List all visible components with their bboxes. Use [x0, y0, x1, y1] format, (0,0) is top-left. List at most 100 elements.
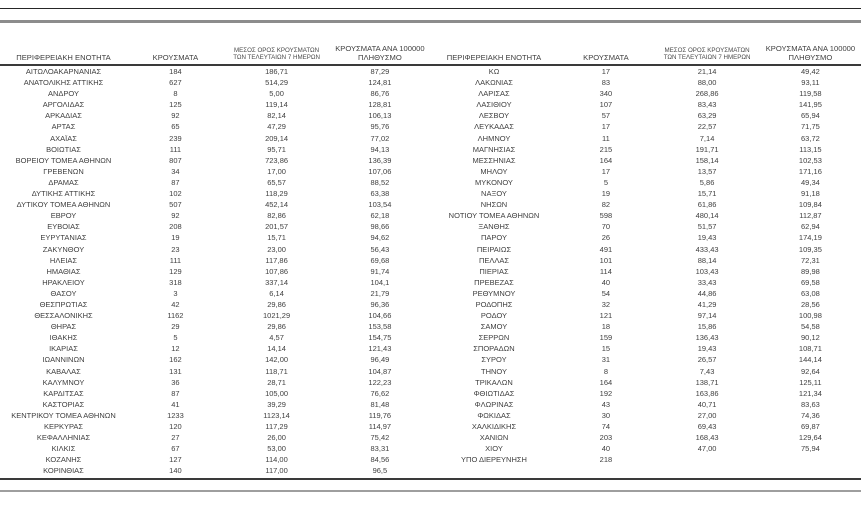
cases-cell: 159 [599, 333, 613, 343]
region-cell: ΚΕΝΤΡΙΚΟΥ ΤΟΜΕΑ ΑΘΗΝΩΝ [11, 410, 116, 420]
table-row: ΠΕΙΡΑΙΩΣ 491 433,43 109,35 [431, 244, 861, 255]
table-row: ΞΑΝΘΗΣ 70 51,57 62,94 [431, 221, 861, 232]
region-cell: ΧΙΟΥ [485, 444, 503, 454]
per100k-cell: 125,11 [799, 377, 822, 387]
avg7-cell: 5,00 [269, 89, 284, 99]
table-row: ΘΗΡΑΣ 29 29,86 153,58 [0, 321, 431, 332]
per100k-cell: 77,02 [370, 133, 390, 143]
region-cell: ΛΕΣΒΟΥ [478, 111, 510, 121]
per100k-cell: 94,13 [370, 144, 390, 154]
region-cell: ΚΕΦΑΛΛΗΝΙΑΣ [36, 433, 91, 443]
per100k-cell: 95,76 [370, 122, 390, 132]
per100k-cell: 63,08 [801, 288, 820, 298]
table-right-half: ΠΕΡΙΦΕΡΕΙΑΚΗ ΕΝΟΤΗΤΑ ΚΡΟΥΣΜΑΤΑ ΜΕΣΟΣ ΟΡΟ… [430, 36, 861, 476]
table-row: ΚΑΒΑΛΑΣ 131 118,71 104,87 [0, 366, 431, 377]
column-header-cases-label: ΚΡΟΥΣΜΑΤΑ [152, 52, 199, 62]
avg7-cell: 168,43 [695, 433, 719, 443]
region-cell: ΛΑΣΙΘΙΟΥ [476, 100, 512, 110]
table-row: ΕΥΡΥΤΑΝΙΑΣ 19 15,71 94,62 [0, 232, 431, 243]
bottom-rule-gray [0, 490, 861, 492]
per100k-cell: 91,74 [370, 266, 390, 276]
cases-cell: 30 [601, 410, 611, 420]
table-row: ΤΡΙΚΑΛΩΝ 164 138,71 125,11 [431, 377, 861, 388]
cases-cell: 19 [601, 189, 611, 199]
cases-cell: 807 [169, 155, 182, 165]
cases-cell: 17 [601, 166, 611, 176]
table-row: ΛΕΣΒΟΥ 57 63,29 65,94 [431, 110, 861, 121]
per100k-cell: 65,94 [801, 111, 820, 121]
cases-cell: 18 [601, 322, 611, 332]
per100k-cell: 109,84 [798, 200, 822, 210]
table-row: ΚΕΡΚΥΡΑΣ 120 117,29 114,97 [0, 421, 431, 432]
cases-cell: 184 [169, 67, 182, 76]
avg7-cell: 136,43 [695, 333, 719, 343]
table-row: ΧΑΛΚΙΔΙΚΗΣ 74 69,43 69,87 [431, 421, 861, 432]
per100k-cell: 119,76 [368, 410, 392, 420]
avg7-cell: 15,71 [697, 189, 717, 199]
avg7-cell: 158,14 [695, 155, 719, 165]
table-row: ΣΑΜΟΥ 18 15,86 54,58 [431, 321, 861, 332]
region-cell: ΙΩΑΝΝΙΝΩΝ [42, 355, 85, 365]
per100k-cell: 88,52 [370, 177, 390, 187]
cases-cell: 131 [169, 366, 182, 376]
cases-cell: 507 [169, 200, 182, 210]
avg7-cell: 29,86 [267, 322, 286, 332]
cases-cell: 162 [169, 355, 182, 365]
table-row: ΗΡΑΚΛΕΙΟΥ 318 337,14 104,1 [0, 277, 431, 288]
avg7-cell: 44,86 [697, 288, 717, 298]
per100k-cell: 83,63 [801, 399, 820, 409]
column-header-avg7-line1: ΜΕΣΟΣ ΟΡΟΣ ΚΡΟΥΣΜΑΤΩΝ [233, 47, 320, 55]
column-header-region-label: ΠΕΡΙΦΕΡΕΙΑΚΗ ΕΝΟΤΗΤΑ [446, 52, 542, 62]
per100k-cell: 103,54 [368, 200, 392, 210]
avg7-cell: 119,14 [265, 100, 288, 110]
avg7-cell: 114,00 [265, 455, 288, 465]
column-header-per100k-line2: ΠΛΗΘΥΣΜΟ [358, 52, 402, 62]
table-row: ΘΕΣΠΡΩΤΙΑΣ 42 29,86 96,36 [0, 299, 431, 310]
cases-cell: 41 [171, 399, 180, 409]
table-row: ΦΘΙΩΤΙΔΑΣ 192 163,86 121,34 [431, 388, 861, 399]
region-cell: ΑΧΑΪΑΣ [50, 133, 77, 143]
region-cell: ΕΒΡΟΥ [50, 211, 77, 221]
avg7-cell: 480,14 [695, 211, 719, 221]
table-row: ΛΗΜΝΟΥ 11 7,14 63,72 [431, 133, 861, 144]
header-row: ΠΕΡΙΦΕΡΕΙΑΚΗ ΕΝΟΤΗΤΑ ΚΡΟΥΣΜΑΤΑ ΜΕΣΟΣ ΟΡΟ… [430, 36, 861, 66]
avg7-cell: 33,43 [697, 277, 717, 287]
cases-cell: 318 [169, 277, 182, 287]
per100k-cell: 114,97 [368, 422, 392, 431]
avg7-cell: 41,29 [697, 299, 717, 309]
avg7-cell: 117,29 [265, 422, 288, 431]
top-rule-dark [0, 8, 861, 9]
table-row: ΒΟΡΕΙΟΥ ΤΟΜΕΑ ΑΘΗΝΩΝ 807 723,86 136,39 [0, 155, 431, 166]
table-row: ΚΕΦΑΛΛΗΝΙΑΣ 27 26,00 75,42 [0, 432, 431, 443]
region-cell: ΜΗΛΟΥ [480, 166, 508, 176]
avg7-cell: 118,71 [265, 366, 288, 376]
cases-cell: 208 [169, 222, 182, 232]
cases-cell: 1162 [167, 311, 184, 321]
column-header-region: ΠΕΡΙΦΕΡΕΙΑΚΗ ΕΝΟΤΗΤΑ [430, 36, 558, 66]
table-row: ΝΑΞΟΥ 19 15,71 91,18 [431, 188, 861, 199]
region-cell: ΝΑΞΟΥ [481, 189, 507, 199]
per100k-cell: 121,34 [798, 388, 822, 398]
cases-cell: 40 [601, 444, 611, 454]
region-cell: ΗΛΕΙΑΣ [49, 255, 78, 265]
avg7-cell: 17,00 [267, 166, 286, 176]
cases-cell: 5 [173, 333, 178, 343]
cases-cell: 11 [602, 133, 610, 143]
cases-cell: 17 [601, 67, 611, 76]
avg7-cell: 6,14 [269, 288, 284, 298]
region-cell: ΥΠΟ ΔΙΕΡΕΥΝΗΣΗ [461, 455, 527, 465]
per100k-cell: 62,94 [801, 222, 820, 232]
avg7-cell: 7,43 [699, 366, 715, 376]
per100k-cell: 72,31 [801, 255, 820, 265]
per100k-cell: 69,58 [801, 277, 820, 287]
per100k-cell: 86,76 [370, 89, 390, 99]
per100k-cell: 49,34 [801, 177, 820, 187]
top-rule-gray [0, 20, 861, 23]
cases-cell: 83 [601, 78, 611, 88]
table-row: ΑΝΔΡΟΥ 8 5,00 86,76 [0, 88, 431, 99]
per100k-cell: 121,43 [368, 344, 392, 354]
column-header-region: ΠΕΡΙΦΕΡΕΙΑΚΗ ΕΝΟΤΗΤΑ [0, 36, 127, 66]
cases-cell: 203 [599, 433, 613, 443]
table-row: ΗΛΕΙΑΣ 111 117,86 69,68 [0, 255, 431, 266]
